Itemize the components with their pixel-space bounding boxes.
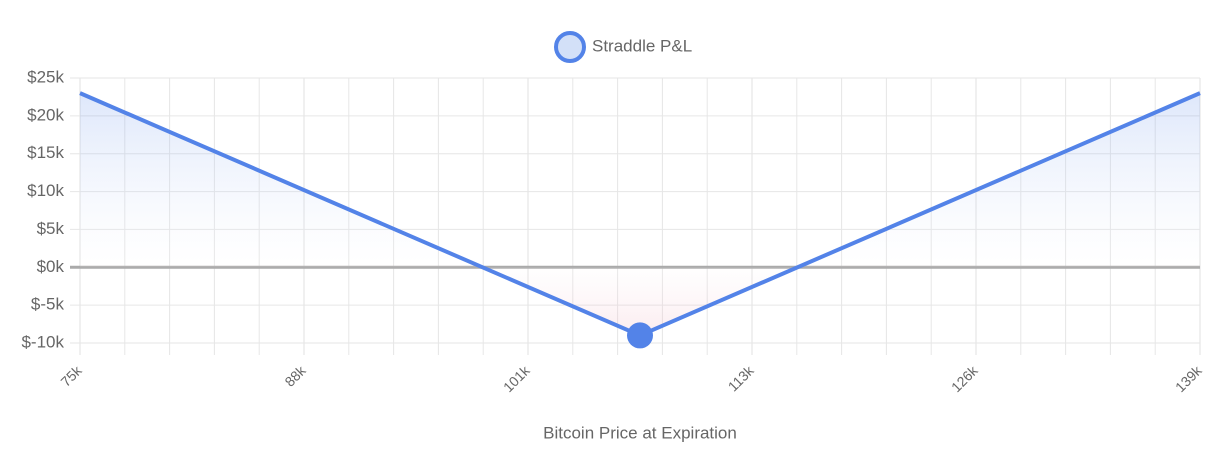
x-tick-label: 88k: [281, 362, 309, 390]
x-tick-label: 126k: [948, 362, 981, 395]
x-tick-label: 75k: [57, 362, 85, 390]
y-tick-label: $10k: [27, 181, 64, 200]
y-tick-label: $0k: [37, 257, 65, 276]
point: [627, 322, 653, 349]
y-tick-label: $15k: [27, 143, 64, 162]
legend: Straddle P&L: [554, 31, 692, 63]
x-tick-label: 139k: [1172, 362, 1205, 395]
area: [80, 93, 1200, 336]
y-tick-label: $-5k: [31, 295, 65, 314]
legend-marker: [554, 31, 586, 63]
y-tick-label: $5k: [37, 219, 65, 238]
y-tick-label: $25k: [27, 67, 64, 86]
x-tick-label: 113k: [725, 362, 758, 395]
y-tick-label: $-10k: [21, 332, 64, 351]
x-tick-label: 101k: [500, 362, 533, 395]
x-axis-title: Bitcoin Price at Expiration: [543, 423, 737, 442]
legend-label: Straddle P&L: [592, 36, 692, 55]
y-tick-label: $20k: [27, 105, 64, 124]
